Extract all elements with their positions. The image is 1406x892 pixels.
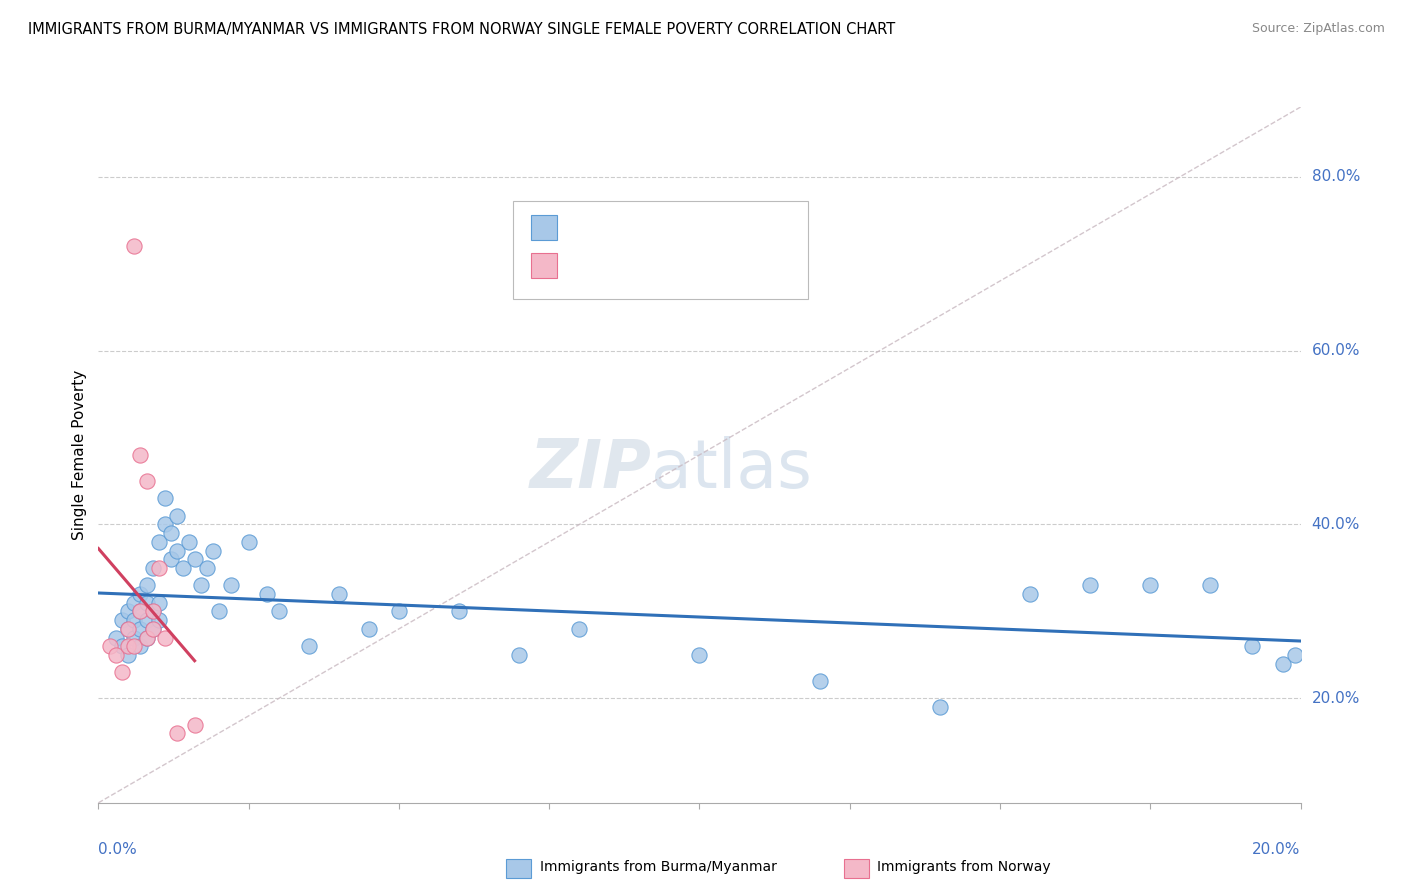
Point — [135, 474, 157, 488]
Point — [141, 622, 163, 636]
Point — [117, 648, 139, 662]
Point — [328, 587, 350, 601]
Text: 17: 17 — [672, 259, 693, 273]
Point — [141, 561, 163, 575]
Point — [166, 726, 188, 740]
Point — [177, 534, 200, 549]
Point — [388, 605, 411, 619]
Point — [124, 613, 146, 627]
Point — [111, 639, 134, 653]
Point — [568, 622, 591, 636]
Text: 60.0%: 60.0% — [1312, 343, 1360, 358]
Point — [148, 613, 170, 627]
Point — [183, 552, 205, 566]
Text: Immigrants from Norway: Immigrants from Norway — [877, 860, 1050, 874]
Point — [1271, 657, 1294, 671]
Point — [135, 631, 157, 645]
Y-axis label: Single Female Poverty: Single Female Poverty — [72, 370, 87, 540]
Point — [219, 578, 242, 592]
Point — [267, 605, 290, 619]
Point — [129, 587, 152, 601]
Text: IMMIGRANTS FROM BURMA/MYANMAR VS IMMIGRANTS FROM NORWAY SINGLE FEMALE POVERTY CO: IMMIGRANTS FROM BURMA/MYANMAR VS IMMIGRA… — [28, 22, 896, 37]
Point — [117, 605, 139, 619]
Point — [1199, 578, 1222, 592]
Text: 0.323: 0.323 — [591, 259, 638, 273]
Point — [1139, 578, 1161, 592]
Text: atlas: atlas — [651, 436, 813, 502]
Point — [183, 717, 205, 731]
Point — [129, 448, 152, 462]
Text: N =: N = — [647, 259, 681, 273]
Point — [1019, 587, 1042, 601]
Point — [100, 639, 122, 653]
Point — [172, 561, 194, 575]
Point — [688, 648, 710, 662]
Point — [124, 639, 146, 653]
Point — [124, 596, 146, 610]
Point — [208, 605, 231, 619]
Text: 20.0%: 20.0% — [1253, 842, 1301, 856]
Point — [117, 622, 139, 636]
Point — [129, 622, 152, 636]
Text: R =: R = — [565, 259, 599, 273]
Point — [298, 639, 321, 653]
Point — [159, 526, 181, 541]
Text: 40.0%: 40.0% — [1312, 517, 1360, 532]
Text: R =: R = — [565, 220, 599, 235]
Point — [148, 596, 170, 610]
Point — [117, 622, 139, 636]
Point — [195, 561, 218, 575]
Point — [129, 605, 152, 619]
Point — [153, 517, 176, 532]
Point — [1284, 648, 1306, 662]
Point — [159, 552, 181, 566]
Point — [508, 648, 530, 662]
Text: 20.0%: 20.0% — [1312, 691, 1360, 706]
Point — [256, 587, 278, 601]
Point — [135, 596, 157, 610]
Point — [808, 674, 831, 689]
Point — [111, 613, 134, 627]
Point — [135, 578, 157, 592]
Point — [929, 700, 952, 714]
Point — [148, 534, 170, 549]
Point — [124, 631, 146, 645]
Point — [166, 543, 188, 558]
Point — [111, 665, 134, 680]
Point — [141, 605, 163, 619]
Text: 80.0%: 80.0% — [1312, 169, 1360, 184]
Point — [135, 613, 157, 627]
Text: 0.0%: 0.0% — [98, 842, 138, 856]
Point — [153, 631, 176, 645]
Text: 57: 57 — [672, 220, 693, 235]
Point — [105, 648, 128, 662]
Point — [447, 605, 470, 619]
Point — [124, 239, 146, 253]
Point — [201, 543, 224, 558]
Text: 0.055: 0.055 — [591, 220, 638, 235]
Point — [141, 622, 163, 636]
Point — [357, 622, 380, 636]
Point — [141, 605, 163, 619]
Point — [129, 639, 152, 653]
Point — [129, 605, 152, 619]
Point — [117, 639, 139, 653]
Point — [105, 631, 128, 645]
Point — [1078, 578, 1101, 592]
Text: Source: ZipAtlas.com: Source: ZipAtlas.com — [1251, 22, 1385, 36]
Text: Immigrants from Burma/Myanmar: Immigrants from Burma/Myanmar — [540, 860, 776, 874]
Point — [153, 491, 176, 506]
Point — [190, 578, 212, 592]
Text: N =: N = — [647, 220, 681, 235]
Text: ZIP: ZIP — [530, 436, 651, 502]
Point — [135, 631, 157, 645]
Point — [238, 534, 260, 549]
Point — [166, 508, 188, 523]
Point — [148, 561, 170, 575]
Point — [1241, 639, 1264, 653]
